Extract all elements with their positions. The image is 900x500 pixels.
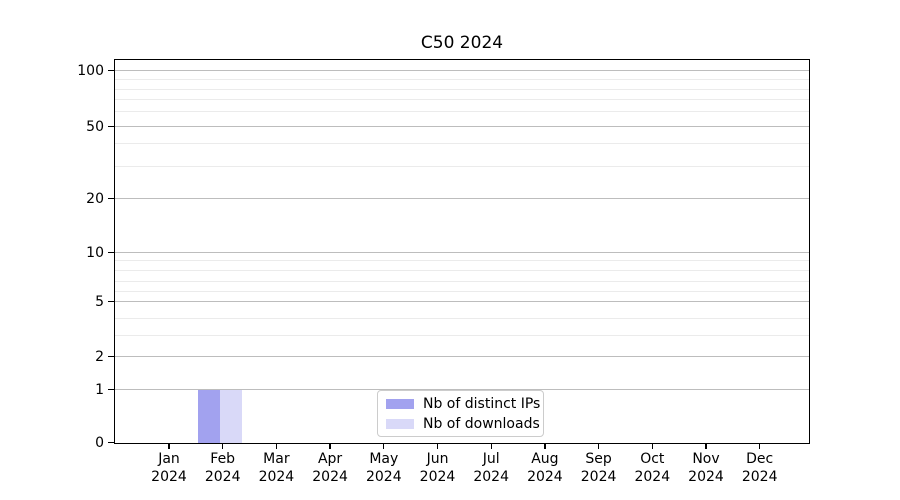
x-tick-label-aug-2024: Aug 2024 — [527, 451, 563, 485]
minor-gridline-y3 — [115, 335, 809, 336]
x-tick-mark-mar-2024 — [275, 444, 278, 449]
y-tick-label-10: 10 — [86, 244, 104, 261]
legend-swatch-nb-of-distinct-ips — [386, 398, 414, 409]
legend: Nb of distinct IPs Nb of downloads — [377, 390, 544, 437]
plot-area — [114, 59, 810, 444]
minor-gridline-y30 — [115, 166, 809, 167]
x-tick-label-may-2024: May 2024 — [365, 451, 402, 485]
minor-gridline-y90 — [115, 79, 809, 80]
x-tick-mark-jun-2024 — [436, 444, 439, 449]
y-tick-mark-0 — [108, 441, 114, 444]
y-tick-mark-5 — [108, 300, 114, 303]
chart-title: C50 2024 — [420, 33, 504, 53]
minor-gridline-y9 — [115, 260, 809, 261]
legend-item-nb-of-distinct-ips: Nb of distinct IPs — [386, 396, 543, 412]
major-gridline-y20 — [115, 198, 809, 199]
x-tick-label-sep-2024: Sep 2024 — [580, 451, 617, 485]
x-tick-mark-dec-2024 — [759, 444, 761, 449]
legend-item-nb-of-downloads: Nb of downloads — [386, 416, 543, 432]
y-tick-mark-50 — [108, 125, 114, 128]
legend-label-nb-of-distinct-ips: Nb of distinct IPs — [423, 395, 541, 412]
y-tick-label-2: 2 — [95, 348, 104, 365]
minor-gridline-y80 — [115, 88, 809, 90]
minor-gridline-y60 — [115, 111, 809, 112]
major-gridline-y2 — [115, 356, 809, 357]
x-tick-label-nov-2024: Nov 2024 — [688, 451, 724, 485]
y-tick-label-100: 100 — [77, 62, 104, 79]
bar-nb-of-distinct-ips-feb-2024 — [198, 390, 221, 443]
major-gridline-y100 — [115, 70, 809, 71]
y-tick-mark-20 — [108, 197, 114, 200]
y-tick-label-5: 5 — [95, 293, 104, 310]
x-tick-mark-aug-2024 — [544, 444, 546, 449]
minor-gridline-y8 — [115, 270, 809, 271]
x-tick-mark-nov-2024 — [705, 444, 707, 449]
x-tick-label-mar-2024: Mar 2024 — [258, 451, 295, 485]
x-tick-mark-sep-2024 — [597, 444, 600, 449]
minor-gridline-y70 — [115, 99, 809, 100]
minor-gridline-y40 — [115, 143, 809, 144]
minor-gridline-y7 — [115, 281, 809, 282]
x-tick-label-jan-2024: Jan 2024 — [151, 451, 187, 485]
major-gridline-y50 — [115, 126, 809, 127]
x-tick-label-apr-2024: Apr 2024 — [312, 451, 348, 485]
y-tick-label-1: 1 — [95, 381, 104, 398]
major-gridline-y5 — [115, 301, 809, 302]
minor-gridline-y6 — [115, 291, 809, 292]
bar-nb-of-downloads-feb-2024 — [220, 390, 243, 443]
y-tick-mark-2 — [108, 355, 114, 358]
x-tick-label-oct-2024: Oct 2024 — [634, 451, 671, 485]
x-tick-label-feb-2024: Feb 2024 — [204, 451, 241, 485]
x-tick-label-jul-2024: Jul 2024 — [473, 451, 509, 485]
x-tick-mark-oct-2024 — [651, 444, 653, 449]
y-tick-mark-10 — [108, 251, 114, 254]
y-tick-label-0: 0 — [95, 434, 104, 451]
y-tick-mark-100 — [108, 69, 114, 72]
x-tick-mark-jul-2024 — [490, 444, 492, 449]
x-tick-mark-jan-2024 — [168, 444, 170, 449]
y-tick-label-50: 50 — [86, 118, 104, 135]
y-tick-mark-1 — [108, 388, 114, 391]
legend-label-nb-of-downloads: Nb of downloads — [423, 415, 540, 432]
x-tick-label-jun-2024: Jun 2024 — [419, 451, 456, 485]
major-gridline-y10 — [115, 252, 809, 253]
y-tick-label-20: 20 — [86, 190, 104, 207]
x-tick-mark-feb-2024 — [222, 444, 224, 449]
minor-gridline-y4 — [115, 318, 809, 319]
x-tick-label-dec-2024: Dec 2024 — [741, 451, 778, 485]
legend-swatch-nb-of-downloads — [386, 418, 414, 429]
x-tick-mark-apr-2024 — [329, 444, 331, 449]
major-gridline-y1 — [115, 389, 809, 390]
x-tick-mark-may-2024 — [383, 444, 385, 449]
